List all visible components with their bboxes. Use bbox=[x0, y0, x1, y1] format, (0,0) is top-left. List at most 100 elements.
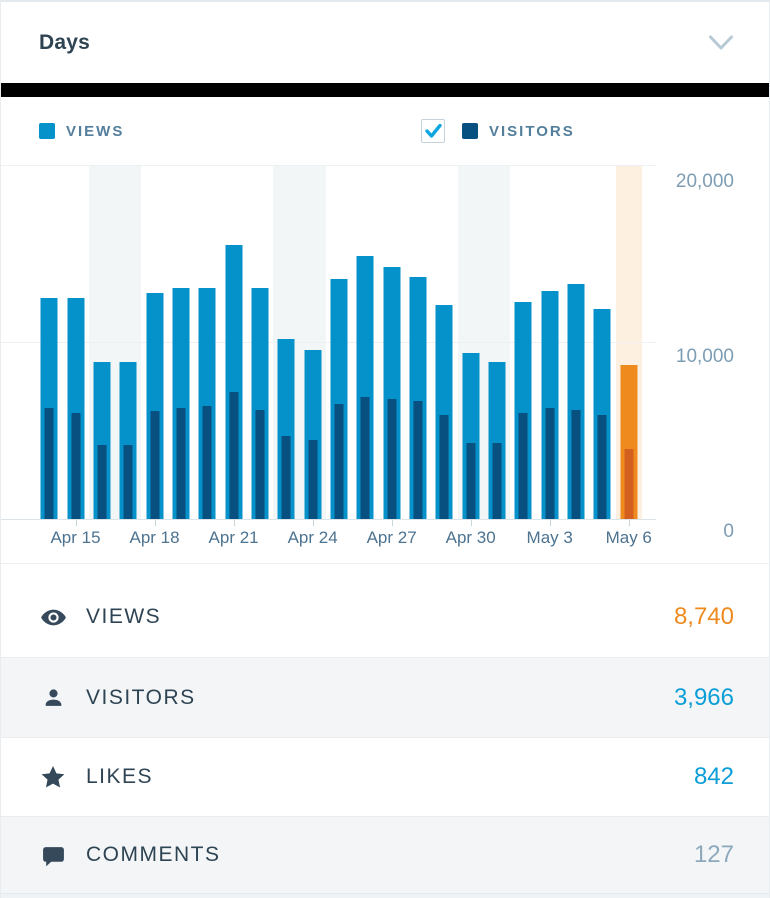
bar-group-apr-27[interactable] bbox=[378, 166, 404, 519]
y-tick-0: 0 bbox=[723, 521, 734, 542]
x-axis-cell bbox=[326, 520, 352, 563]
bar-group-apr-25[interactable] bbox=[326, 166, 352, 519]
x-tick-label: May 3 bbox=[526, 528, 573, 547]
legend-views-label: VIEWS bbox=[66, 122, 125, 140]
bar-group-apr-19[interactable] bbox=[168, 166, 194, 519]
legend-item-visitors[interactable]: VISITORS bbox=[421, 97, 575, 165]
visitors-bar bbox=[597, 415, 607, 519]
comment-icon bbox=[39, 843, 67, 868]
bar-group-apr-18[interactable] bbox=[141, 166, 167, 519]
visitors-bar bbox=[123, 445, 133, 519]
summary-row-visitors[interactable]: VISITORS 3,966 bbox=[1, 657, 769, 737]
x-tick-mark bbox=[628, 520, 630, 526]
x-tick-mark bbox=[75, 520, 77, 526]
x-tick-mark bbox=[470, 520, 472, 526]
summary-value: 127 bbox=[693, 841, 734, 868]
x-axis-cell: Apr 21 bbox=[209, 520, 259, 563]
plot-area bbox=[1, 165, 656, 520]
x-tick-mark bbox=[233, 520, 235, 526]
bar-group-apr-15[interactable] bbox=[62, 166, 88, 519]
visitors-bar bbox=[545, 408, 555, 519]
summary-value: 3,966 bbox=[673, 683, 734, 711]
bar-group-apr-14[interactable] bbox=[36, 166, 62, 519]
visitors-bar bbox=[71, 413, 81, 519]
bar-chart: Apr 15 Apr 18 Apr 21 Apr 24 Apr 27 Apr 30 May … bbox=[1, 165, 769, 563]
visitors-swatch bbox=[462, 123, 478, 139]
visitors-bar bbox=[492, 443, 502, 519]
visitors-bar bbox=[150, 411, 160, 519]
x-axis-cell bbox=[168, 520, 194, 563]
visitors-bar bbox=[255, 410, 265, 519]
x-axis-cell bbox=[89, 520, 115, 563]
chevron-down-icon bbox=[709, 35, 733, 49]
x-axis-cell: Apr 15 bbox=[50, 520, 101, 563]
visitors-checkbox[interactable] bbox=[421, 119, 445, 143]
bar-group-may-5[interactable] bbox=[589, 166, 615, 519]
x-axis: Apr 15 Apr 18 Apr 21 Apr 24 Apr 27 Apr 30 May … bbox=[1, 520, 656, 563]
bar-group-apr-26[interactable] bbox=[352, 166, 378, 519]
eye-icon bbox=[39, 604, 67, 631]
visitors-bar bbox=[176, 408, 186, 519]
period-title: Days bbox=[39, 30, 91, 54]
period-selector[interactable]: Days bbox=[1, 2, 769, 83]
x-axis-cell: May 6 bbox=[606, 520, 652, 563]
visitors-bar bbox=[202, 406, 212, 519]
bar-group-apr-21[interactable] bbox=[220, 166, 246, 519]
x-tick-label: Apr 30 bbox=[445, 528, 496, 547]
visitors-bar bbox=[44, 408, 54, 519]
visitors-bar bbox=[334, 404, 344, 519]
y-tick-20000: 20,000 bbox=[675, 171, 734, 192]
x-axis-cell: Apr 18 bbox=[130, 520, 180, 563]
visitors-bar bbox=[518, 413, 528, 519]
bar-group-apr-20[interactable] bbox=[194, 166, 220, 519]
legend-visitors-label: VISITORS bbox=[489, 122, 575, 140]
x-axis-cell bbox=[405, 520, 431, 563]
bar-group-apr-22[interactable] bbox=[247, 166, 273, 519]
visitors-bar bbox=[466, 443, 476, 519]
checkmark-icon bbox=[424, 124, 442, 138]
x-tick-label: Apr 27 bbox=[366, 528, 417, 547]
x-tick-label: Apr 15 bbox=[50, 528, 101, 547]
summary-value: 842 bbox=[693, 763, 734, 790]
x-axis-cell: May 3 bbox=[527, 520, 573, 563]
visitors-bar bbox=[439, 415, 449, 519]
visitors-bar bbox=[413, 401, 423, 519]
user-icon bbox=[39, 685, 67, 710]
visitors-bar bbox=[624, 449, 634, 519]
chart-legend: VIEWS VISITORS bbox=[1, 97, 769, 165]
visitors-bar bbox=[281, 436, 291, 519]
x-tick-label: May 6 bbox=[605, 528, 652, 547]
bar-group-apr-28[interactable] bbox=[405, 166, 431, 519]
y-tick-10000: 10,000 bbox=[675, 346, 734, 367]
bar-group-may-3[interactable] bbox=[537, 166, 563, 519]
summary-row-views[interactable]: VIEWS 8,740 bbox=[1, 577, 769, 657]
x-axis-cell: Apr 24 bbox=[288, 520, 338, 563]
visitors-bar bbox=[97, 445, 107, 519]
visitors-bar bbox=[308, 440, 318, 519]
bar-group-apr-29[interactable] bbox=[431, 166, 457, 519]
x-tick-mark bbox=[154, 520, 156, 526]
visitors-bar bbox=[387, 399, 397, 519]
x-tick-mark bbox=[312, 520, 314, 526]
views-swatch bbox=[39, 123, 55, 139]
module-footer-edge bbox=[1, 893, 769, 898]
bar-group-may-2[interactable] bbox=[510, 166, 536, 519]
x-tick-label: Apr 21 bbox=[208, 528, 259, 547]
star-icon bbox=[39, 763, 67, 791]
summary-label: VISITORS bbox=[86, 685, 196, 709]
visitors-bar bbox=[360, 397, 370, 519]
x-axis-cell bbox=[484, 520, 510, 563]
x-tick-label: Apr 18 bbox=[129, 528, 180, 547]
summary-row-comments[interactable]: COMMENTS 127 bbox=[1, 816, 769, 893]
summary-row-likes[interactable]: LIKES 842 bbox=[1, 737, 769, 816]
summary-label: VIEWS bbox=[86, 605, 162, 628]
summary-value: 8,740 bbox=[673, 603, 734, 630]
x-tick-mark bbox=[391, 520, 393, 526]
summary-list: VIEWS 8,740 VISITORS 3,966 LIKES 842 bbox=[1, 563, 769, 893]
summary-label: COMMENTS bbox=[86, 843, 221, 866]
summary-label: LIKES bbox=[86, 765, 154, 788]
bar-group-may-4[interactable] bbox=[563, 166, 589, 519]
visitors-bar bbox=[571, 410, 581, 519]
x-axis-cell: Apr 27 bbox=[367, 520, 417, 563]
